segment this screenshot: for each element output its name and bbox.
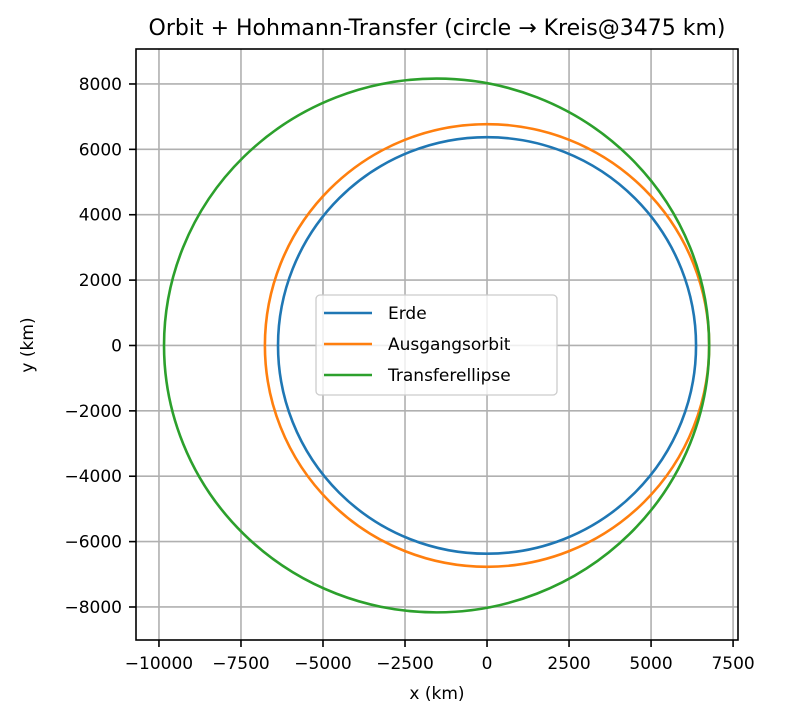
y-tick-label: 2000 <box>79 271 122 291</box>
x-tick-label: 5000 <box>629 654 672 674</box>
x-tick-label: −2500 <box>376 654 434 674</box>
y-tick-label: −8000 <box>64 598 122 618</box>
grid-lines <box>136 49 738 640</box>
curves <box>162 77 711 614</box>
erde-curve <box>276 135 698 556</box>
transferellipse-curve <box>162 77 711 614</box>
axes-frame <box>135 48 739 641</box>
y-tick-label: 8000 <box>79 75 122 95</box>
x-tick-label: −10000 <box>125 654 193 674</box>
x-axis-label: x (km) <box>409 684 464 704</box>
y-tick-label: −6000 <box>64 533 122 553</box>
x-tick-label: −5000 <box>294 654 352 674</box>
y-axis-label: y (km) <box>18 317 38 372</box>
y-tick-label: −4000 <box>64 467 122 487</box>
plot-area: −10000 −7500 −5000 −2500 0 2500 5000 7500 8000 60… <box>64 48 755 674</box>
legend-label-transferellipse: Transferellipse <box>387 366 511 386</box>
x-tick-label: 2500 <box>547 654 590 674</box>
x-tick-label: 0 <box>482 654 493 674</box>
x-tick-label: −7500 <box>212 654 270 674</box>
y-tick-label: −2000 <box>64 402 122 422</box>
y-tick-label: 6000 <box>79 140 122 160</box>
x-tick-label: 7500 <box>711 654 754 674</box>
legend-label-erde: Erde <box>388 304 427 324</box>
tick-labels: −10000 −7500 −5000 −2500 0 2500 5000 7500 8000 60… <box>64 75 754 674</box>
legend: Erde Ausgangsorbit Transferellipse <box>315 294 558 396</box>
legend-label-ausgangsorbit: Ausgangsorbit <box>388 335 511 355</box>
axis-ticks <box>129 83 734 647</box>
legend-box <box>315 294 558 396</box>
y-tick-label: 0 <box>111 336 122 356</box>
y-tick-label: 4000 <box>79 206 122 226</box>
chart-title: Orbit + Hohmann-Transfer (circle → Kreis… <box>149 16 726 41</box>
